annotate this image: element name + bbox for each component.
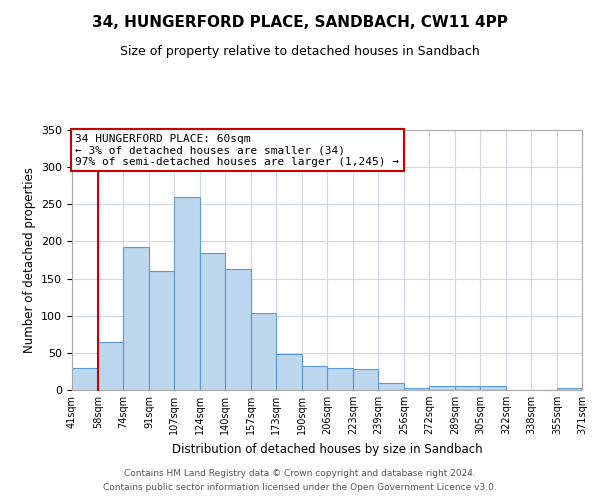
Bar bbox=[276, 354, 302, 390]
Bar bbox=[557, 388, 582, 390]
Bar bbox=[429, 386, 455, 390]
Bar bbox=[302, 366, 327, 390]
Bar bbox=[200, 254, 225, 390]
Bar bbox=[225, 269, 251, 390]
Bar bbox=[404, 388, 429, 390]
Bar bbox=[480, 386, 506, 390]
Text: Contains HM Land Registry data © Crown copyright and database right 2024.: Contains HM Land Registry data © Crown c… bbox=[124, 468, 476, 477]
Bar bbox=[149, 271, 174, 390]
Bar bbox=[72, 368, 98, 390]
X-axis label: Distribution of detached houses by size in Sandbach: Distribution of detached houses by size … bbox=[172, 442, 482, 456]
Bar bbox=[327, 368, 353, 390]
Y-axis label: Number of detached properties: Number of detached properties bbox=[23, 167, 35, 353]
Text: 34, HUNGERFORD PLACE, SANDBACH, CW11 4PP: 34, HUNGERFORD PLACE, SANDBACH, CW11 4PP bbox=[92, 15, 508, 30]
Bar bbox=[353, 369, 378, 390]
Bar bbox=[98, 342, 123, 390]
Bar bbox=[123, 246, 149, 390]
Text: Contains public sector information licensed under the Open Government Licence v3: Contains public sector information licen… bbox=[103, 484, 497, 492]
Bar bbox=[251, 314, 276, 390]
Text: 34 HUNGERFORD PLACE: 60sqm
← 3% of detached houses are smaller (34)
97% of semi-: 34 HUNGERFORD PLACE: 60sqm ← 3% of detac… bbox=[75, 134, 399, 167]
Bar bbox=[174, 197, 200, 390]
Bar bbox=[455, 386, 480, 390]
Bar bbox=[378, 382, 404, 390]
Text: Size of property relative to detached houses in Sandbach: Size of property relative to detached ho… bbox=[120, 45, 480, 58]
